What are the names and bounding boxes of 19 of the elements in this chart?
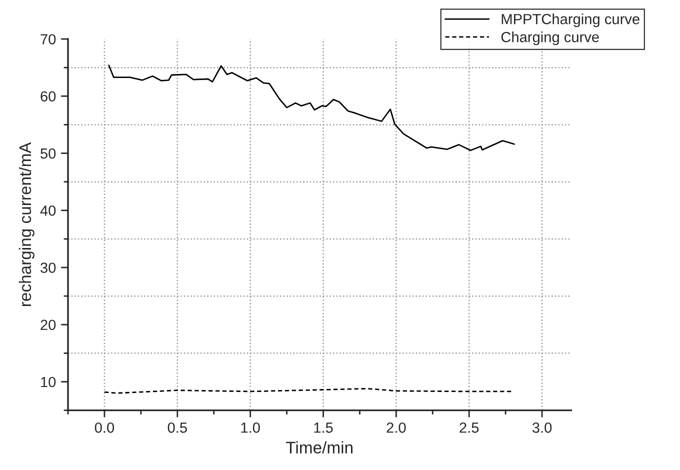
y-tick-label: 20	[40, 320, 56, 330]
y-tick-label: 60	[40, 91, 56, 102]
y-tick-label: 30	[40, 262, 56, 273]
x-tick-label: 3.0	[532, 422, 552, 433]
legend-label: Charging curve	[501, 32, 599, 46]
x-tick-label: 2.5	[460, 422, 479, 433]
x-tick-label: 1.0	[241, 422, 260, 433]
y-tick-label: 10	[41, 376, 56, 388]
y-tick-label: 70	[40, 34, 56, 44]
x-tick-label: 2.0	[386, 422, 406, 433]
x-axis-title: Time/min	[286, 441, 352, 454]
line-series	[108, 64, 516, 152]
x-tick-label: 0.0	[94, 422, 114, 433]
y-tick-label: 50	[40, 148, 56, 159]
x-tick-label: 1.5	[314, 422, 333, 433]
x-tick-label: 0.5	[168, 422, 187, 433]
y-tick-label: 40	[40, 205, 56, 216]
legend-label: MPPTCharging curve	[502, 14, 640, 28]
y-axis-title: recharging current/mA	[18, 142, 34, 306]
